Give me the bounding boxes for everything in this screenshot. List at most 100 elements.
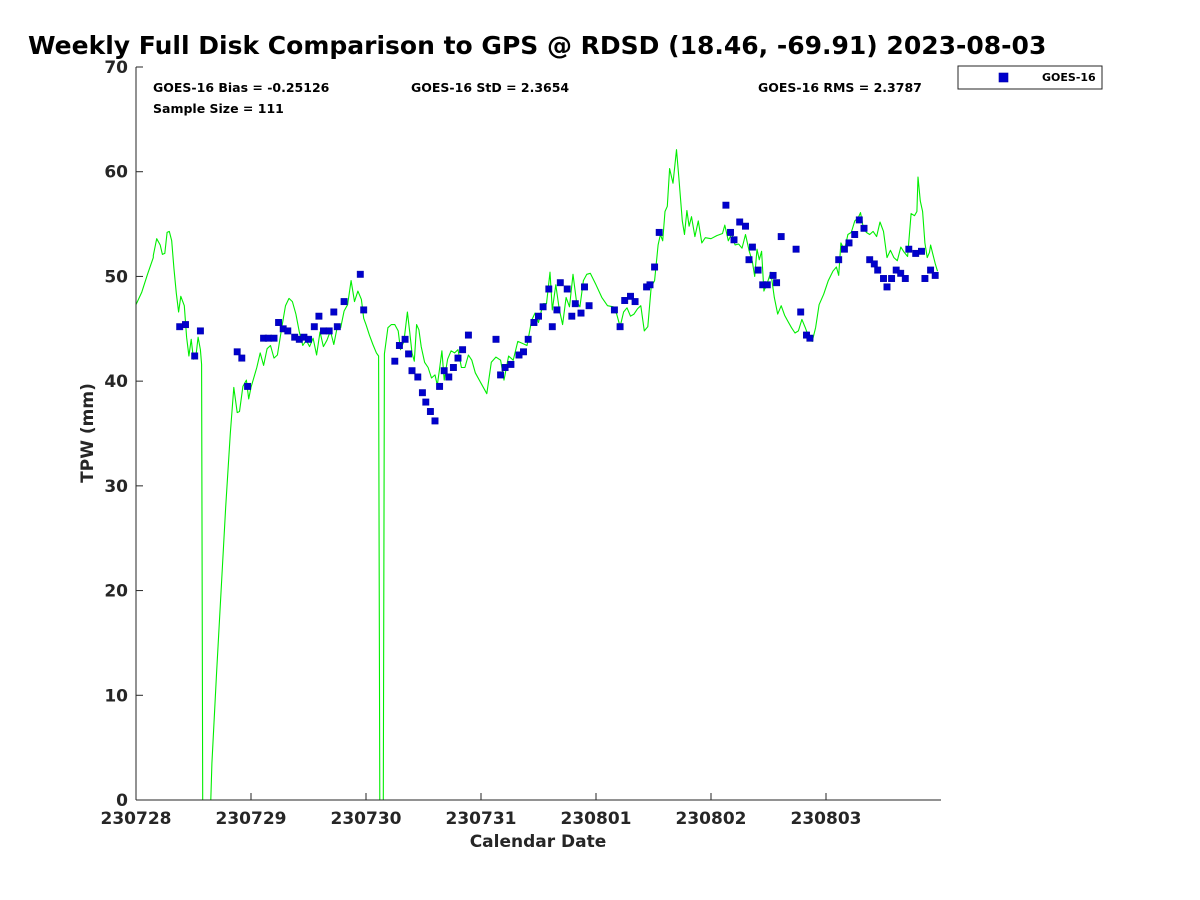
data-point-goes16 (931, 271, 939, 279)
data-point-goes16 (568, 312, 576, 320)
data-point-goes16 (727, 228, 734, 236)
data-point-goes16 (440, 367, 448, 375)
x-tick-label: 230802 (676, 809, 747, 829)
data-point-goes16 (414, 373, 422, 381)
data-point-goes16 (408, 367, 416, 375)
data-point-goes16 (901, 275, 909, 282)
data-point-goes16 (310, 323, 318, 331)
x-tick-label: 230730 (331, 809, 402, 829)
data-point-goes16 (880, 275, 887, 282)
x-ticks: 230728 230729 230730 230731 230801 230802 2308… (101, 793, 862, 829)
x-tick-label: 230731 (446, 809, 517, 829)
data-point-goes16 (535, 312, 542, 320)
data-point-goes16 (792, 245, 800, 253)
data-point-goes16 (651, 263, 659, 271)
data-point-goes16 (395, 342, 403, 349)
data-point-goes16 (736, 218, 744, 226)
data-point-goes16 (556, 279, 564, 287)
data-point-goes16 (754, 266, 762, 274)
legend: GOES-16 (957, 65, 1103, 90)
data-point-goes16 (330, 308, 338, 316)
data-point-goes16 (918, 247, 925, 255)
data-point-goes16 (874, 266, 882, 274)
data-point-goes16 (763, 281, 771, 289)
data-point-goes16 (769, 271, 777, 279)
y-tick-label: 60 (104, 163, 128, 183)
x-axis-label: Calendar Date (470, 832, 607, 852)
data-point-goes16 (866, 256, 874, 264)
data-point-goes16 (627, 292, 634, 300)
data-point-goes16 (616, 323, 624, 331)
data-point-goes16 (401, 335, 409, 343)
y-tick-label: 50 (104, 267, 128, 287)
data-point-goes16 (870, 260, 878, 268)
data-point-goes16 (238, 354, 246, 362)
data-point-goes16 (797, 308, 805, 316)
data-point-goes16 (426, 408, 434, 415)
data-point-goes16 (275, 319, 283, 326)
data-point-goes16 (233, 348, 241, 356)
data-point-goes16 (320, 327, 327, 335)
data-point-goes16 (545, 285, 553, 293)
data-point-goes16 (191, 352, 199, 360)
data-point-goes16 (921, 275, 929, 282)
data-point-goes16 (464, 331, 472, 339)
data-point-goes16 (722, 201, 730, 209)
data-point-goes16 (577, 309, 585, 317)
data-point-goes16 (748, 243, 756, 251)
y-tick-label: 70 (104, 58, 128, 78)
data-point-goes16 (356, 270, 364, 278)
legend-label-goes16: GOES-16 (1042, 71, 1096, 84)
x-tick-label: 230801 (561, 809, 632, 829)
data-point-goes16 (524, 335, 532, 343)
data-point-goes16 (391, 357, 399, 365)
data-point-goes16 (333, 323, 341, 331)
data-point-goes16 (418, 389, 426, 397)
data-point-goes16 (445, 373, 453, 381)
data-point-goes16 (888, 275, 896, 282)
data-point-goes16 (436, 382, 444, 390)
legend-marker-goes16 (998, 72, 1009, 83)
data-point-goes16 (340, 298, 348, 306)
data-point-goes16 (621, 297, 629, 304)
data-point-goes16 (655, 228, 663, 236)
x-tick-label: 230728 (101, 809, 172, 829)
data-point-goes16 (860, 224, 868, 232)
data-point-goes16 (520, 348, 527, 356)
data-point-goes16 (897, 269, 905, 277)
data-point-goes16 (912, 249, 920, 257)
data-point-goes16 (431, 417, 439, 425)
data-point-goes16 (497, 371, 505, 379)
data-point-goes16 (305, 335, 312, 343)
data-point-goes16 (405, 350, 413, 358)
y-axis-label: TPW (mm) (78, 383, 98, 483)
data-point-goes16 (196, 327, 204, 335)
data-point-goes16 (449, 364, 457, 371)
data-point-goes16 (773, 279, 781, 287)
data-point-goes16 (501, 364, 509, 371)
data-point-goes16 (742, 222, 749, 230)
data-point-goes16 (563, 285, 571, 293)
data-point-goes16 (730, 236, 738, 244)
stat-sample-size: Sample Size = 111 (153, 101, 284, 116)
data-point-goes16 (454, 354, 462, 362)
data-point-goes16 (539, 303, 547, 311)
data-point-goes16 (244, 382, 252, 390)
y-tick-label: 20 (104, 582, 128, 602)
data-point-goes16 (459, 346, 467, 354)
data-point-goes16 (646, 281, 654, 289)
y-tick-label: 40 (104, 372, 128, 392)
y-tick-label: 10 (104, 686, 128, 706)
data-point-goes16 (610, 306, 618, 314)
data-point-goes16 (835, 256, 843, 264)
y-tick-label: 0 (116, 791, 128, 811)
data-point-goes16 (284, 327, 292, 335)
x-tick-label: 230803 (791, 809, 862, 829)
data-point-goes16 (845, 239, 853, 247)
data-point-goes16 (315, 312, 323, 320)
data-point-goes16 (855, 216, 863, 224)
data-point-goes16 (745, 256, 753, 264)
data-point-goes16 (530, 319, 538, 326)
series-layer (136, 149, 939, 800)
